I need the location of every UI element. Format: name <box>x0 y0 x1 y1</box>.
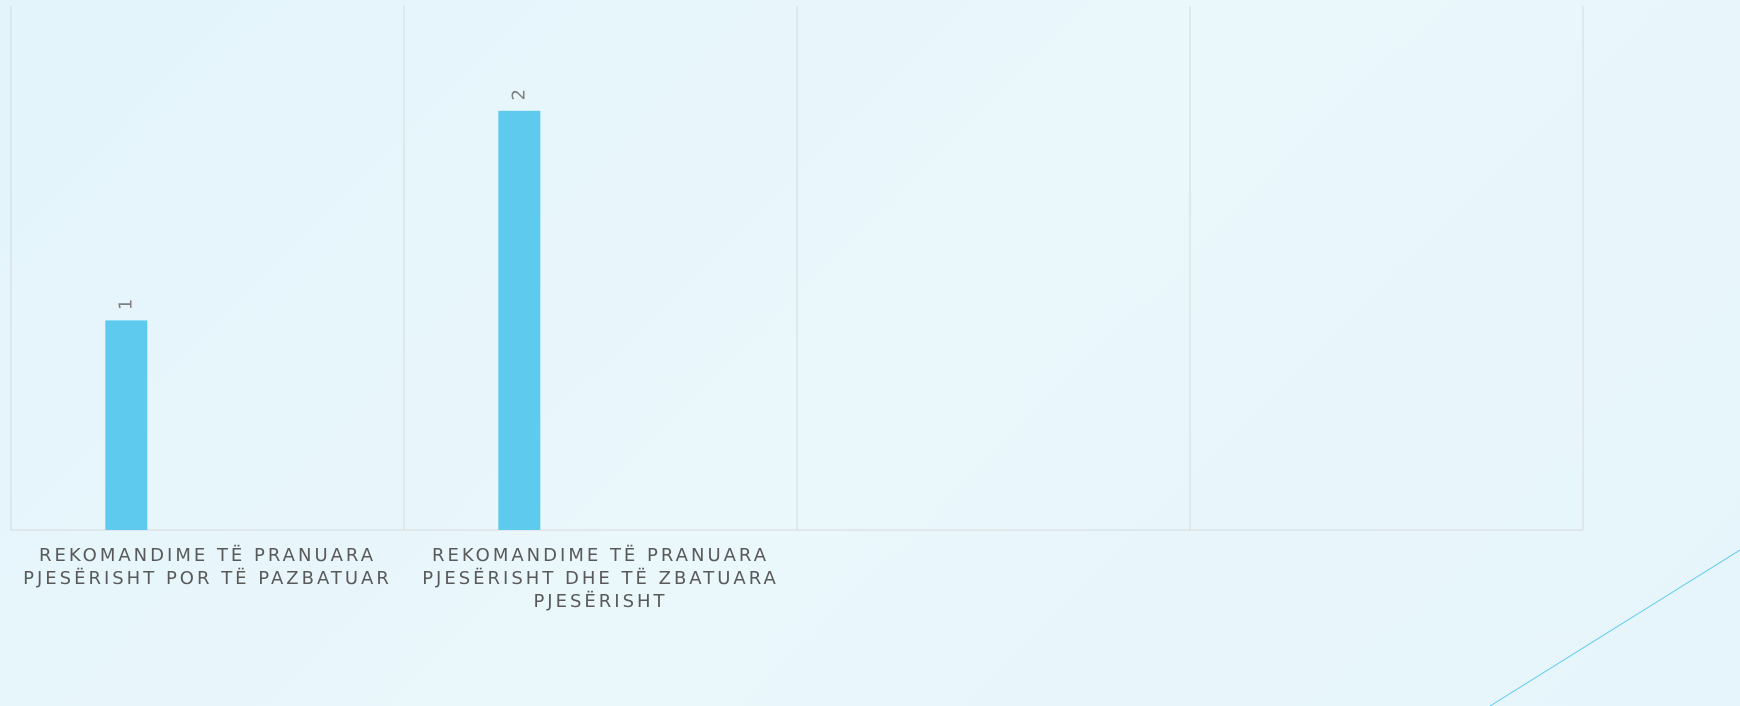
decoration <box>1489 549 1740 706</box>
data-label: 1 <box>115 299 136 310</box>
x-tick-label: Rekomandime të pranuara pjesërisht por t… <box>23 545 392 589</box>
data-label: 2 <box>508 89 529 100</box>
bar <box>105 320 148 530</box>
bar <box>498 110 541 531</box>
x-tick-label: Rekomandime të pranuara pjesërisht dhe t… <box>422 545 779 612</box>
